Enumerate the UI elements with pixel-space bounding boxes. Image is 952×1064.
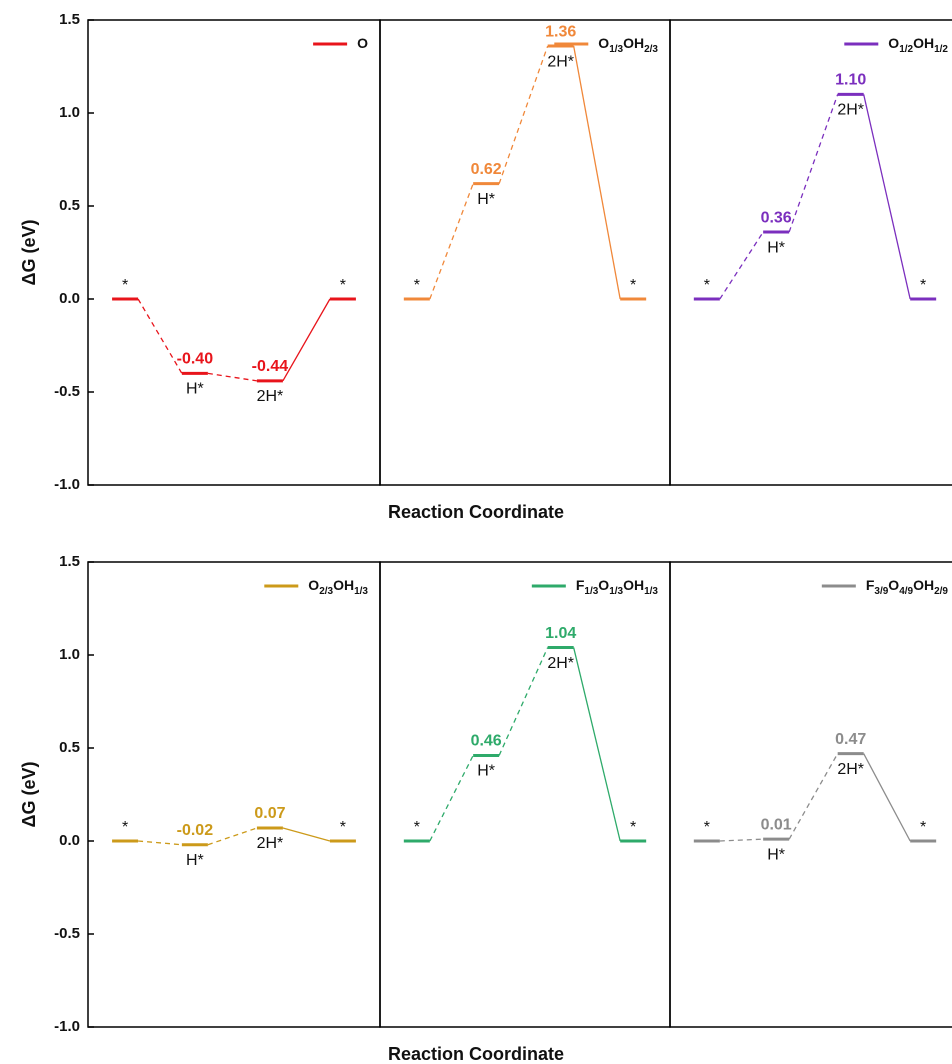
x-axis-label: Reaction Coordinate: [388, 1044, 564, 1064]
state-label: *: [340, 277, 346, 294]
y-tick-label: -1.0: [54, 476, 80, 493]
panel-frame: [380, 562, 670, 1027]
state-label: *: [630, 819, 636, 836]
state-label: 2H*: [547, 53, 574, 70]
state-label: H*: [767, 239, 785, 256]
state-label: *: [414, 819, 420, 836]
connector: [208, 373, 257, 380]
legend-label: O1/3OH2/3: [598, 35, 658, 55]
value-label: -0.44: [252, 358, 289, 375]
y-tick-label: -0.5: [54, 383, 80, 400]
connector: [720, 232, 763, 299]
state-label: *: [122, 277, 128, 294]
panel-frame: [670, 20, 952, 485]
panel-frame: [88, 20, 380, 485]
panel-frame: [88, 562, 380, 1027]
connector: [864, 94, 911, 299]
connector: [430, 184, 473, 299]
panel-frame: [380, 20, 670, 485]
state-label: H*: [767, 846, 785, 863]
y-tick-label: 0.5: [59, 739, 80, 756]
connector: [574, 46, 621, 299]
connector: [720, 839, 763, 841]
legend-label: O2/3OH1/3: [308, 577, 368, 597]
state-label: 2H*: [837, 102, 864, 119]
legend-label: F1/3O1/3OH1/3: [576, 577, 659, 597]
value-label: 0.36: [761, 209, 792, 226]
state-label: 2H*: [837, 761, 864, 778]
value-label: 1.36: [545, 23, 576, 40]
y-tick-label: 1.5: [59, 553, 80, 570]
state-label: 2H*: [547, 655, 574, 672]
value-label: 0.01: [761, 816, 792, 833]
value-label: 0.46: [471, 733, 502, 750]
connector: [283, 828, 330, 841]
y-tick-label: 0.5: [59, 197, 80, 214]
value-label: 0.62: [471, 161, 502, 178]
y-tick-label: 1.0: [59, 646, 80, 663]
state-label: 2H*: [257, 835, 284, 852]
connector: [574, 648, 621, 841]
connector: [499, 46, 548, 184]
page: 1.5 1.0 0.5 0.0 -0.5 -1.0 ΔG (eV) Reaction Coor…: [0, 0, 952, 1064]
y-axis-label: ΔG (eV): [19, 762, 39, 828]
y-axis-label: ΔG (eV): [19, 220, 39, 286]
chart: 1.5 1.0 0.5 0.0 -0.5 -1.0 ΔG (eV) Reaction Coor…: [0, 0, 952, 1064]
connector: [430, 755, 473, 841]
state-label: *: [920, 819, 926, 836]
x-axis-label: Reaction Coordinate: [388, 502, 564, 522]
value-label: 0.47: [835, 731, 866, 748]
value-label: 1.04: [545, 625, 576, 642]
connector: [283, 299, 330, 381]
state-label: *: [122, 819, 128, 836]
state-label: H*: [477, 763, 495, 780]
state-label: *: [704, 819, 710, 836]
legend-label: O: [357, 35, 368, 51]
y-tick-label: 1.0: [59, 104, 80, 121]
y-tick-label: 0.0: [59, 290, 80, 307]
state-label: *: [340, 819, 346, 836]
value-label: 1.10: [835, 72, 866, 89]
value-label: -0.40: [177, 351, 214, 368]
state-label: H*: [477, 191, 495, 208]
legend-label: F3/9O4/9OH2/9: [866, 577, 949, 597]
state-label: H*: [186, 852, 204, 869]
state-label: *: [630, 277, 636, 294]
state-label: *: [704, 277, 710, 294]
connector: [208, 828, 257, 845]
panel-frame: [670, 562, 952, 1027]
state-label: *: [920, 277, 926, 294]
value-label: -0.02: [177, 822, 214, 839]
state-label: H*: [186, 381, 204, 398]
connector: [499, 648, 548, 756]
legend-label: O1/2OH1/2: [888, 35, 948, 55]
y-tick-label: 0.0: [59, 832, 80, 849]
connector: [138, 299, 182, 373]
connector: [789, 94, 838, 232]
connector: [138, 841, 182, 845]
connector: [864, 754, 911, 841]
y-tick-label: -1.0: [54, 1018, 80, 1035]
y-tick-label: 1.5: [59, 11, 80, 28]
y-tick-label: -0.5: [54, 925, 80, 942]
connector: [789, 754, 838, 840]
value-label: 0.07: [254, 805, 285, 822]
state-label: *: [414, 277, 420, 294]
state-label: 2H*: [257, 388, 284, 405]
